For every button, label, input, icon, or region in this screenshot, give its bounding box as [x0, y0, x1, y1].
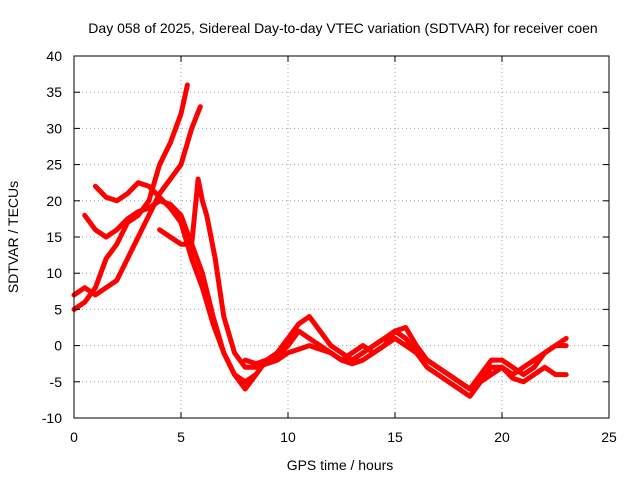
y-tick-label: 30 — [46, 120, 62, 136]
x-tick-label: 25 — [601, 429, 617, 445]
y-tick-label: 10 — [46, 265, 62, 281]
y-axis-label: SDTVAR / TECUs — [5, 181, 21, 293]
series-line-2 — [71, 104, 203, 298]
chart-title: Day 058 of 2025, Sidereal Day-to-day VTE… — [88, 20, 597, 36]
axis-ticks: 0 5 10 15 20 25 -10 -5 0 5 10 15 20 25 30 35 40 — [42, 48, 617, 445]
series-line-1 — [71, 82, 190, 312]
x-tick-label: 20 — [494, 429, 510, 445]
series-line-8 — [264, 325, 569, 392]
y-tick-label: 35 — [46, 84, 62, 100]
series-line-7 — [253, 335, 569, 399]
series-line-5 — [157, 176, 270, 370]
plot-area — [71, 82, 569, 399]
y-tick-label: -5 — [50, 374, 63, 390]
x-tick-label: 5 — [177, 429, 185, 445]
y-tick-label: 15 — [46, 229, 62, 245]
y-tick-label: -10 — [42, 410, 62, 426]
y-tick-label: 20 — [46, 193, 62, 209]
x-tick-label: 0 — [70, 429, 78, 445]
x-axis-label: GPS time / hours — [287, 457, 394, 473]
y-tick-label: 0 — [54, 338, 62, 354]
y-tick-label: 5 — [54, 301, 62, 317]
series-line-4 — [82, 198, 259, 385]
x-tick-label: 15 — [387, 429, 403, 445]
y-tick-label: 25 — [46, 157, 62, 173]
series-line-6 — [242, 314, 569, 392]
x-tick-label: 10 — [280, 429, 296, 445]
y-tick-label: 40 — [46, 48, 62, 64]
